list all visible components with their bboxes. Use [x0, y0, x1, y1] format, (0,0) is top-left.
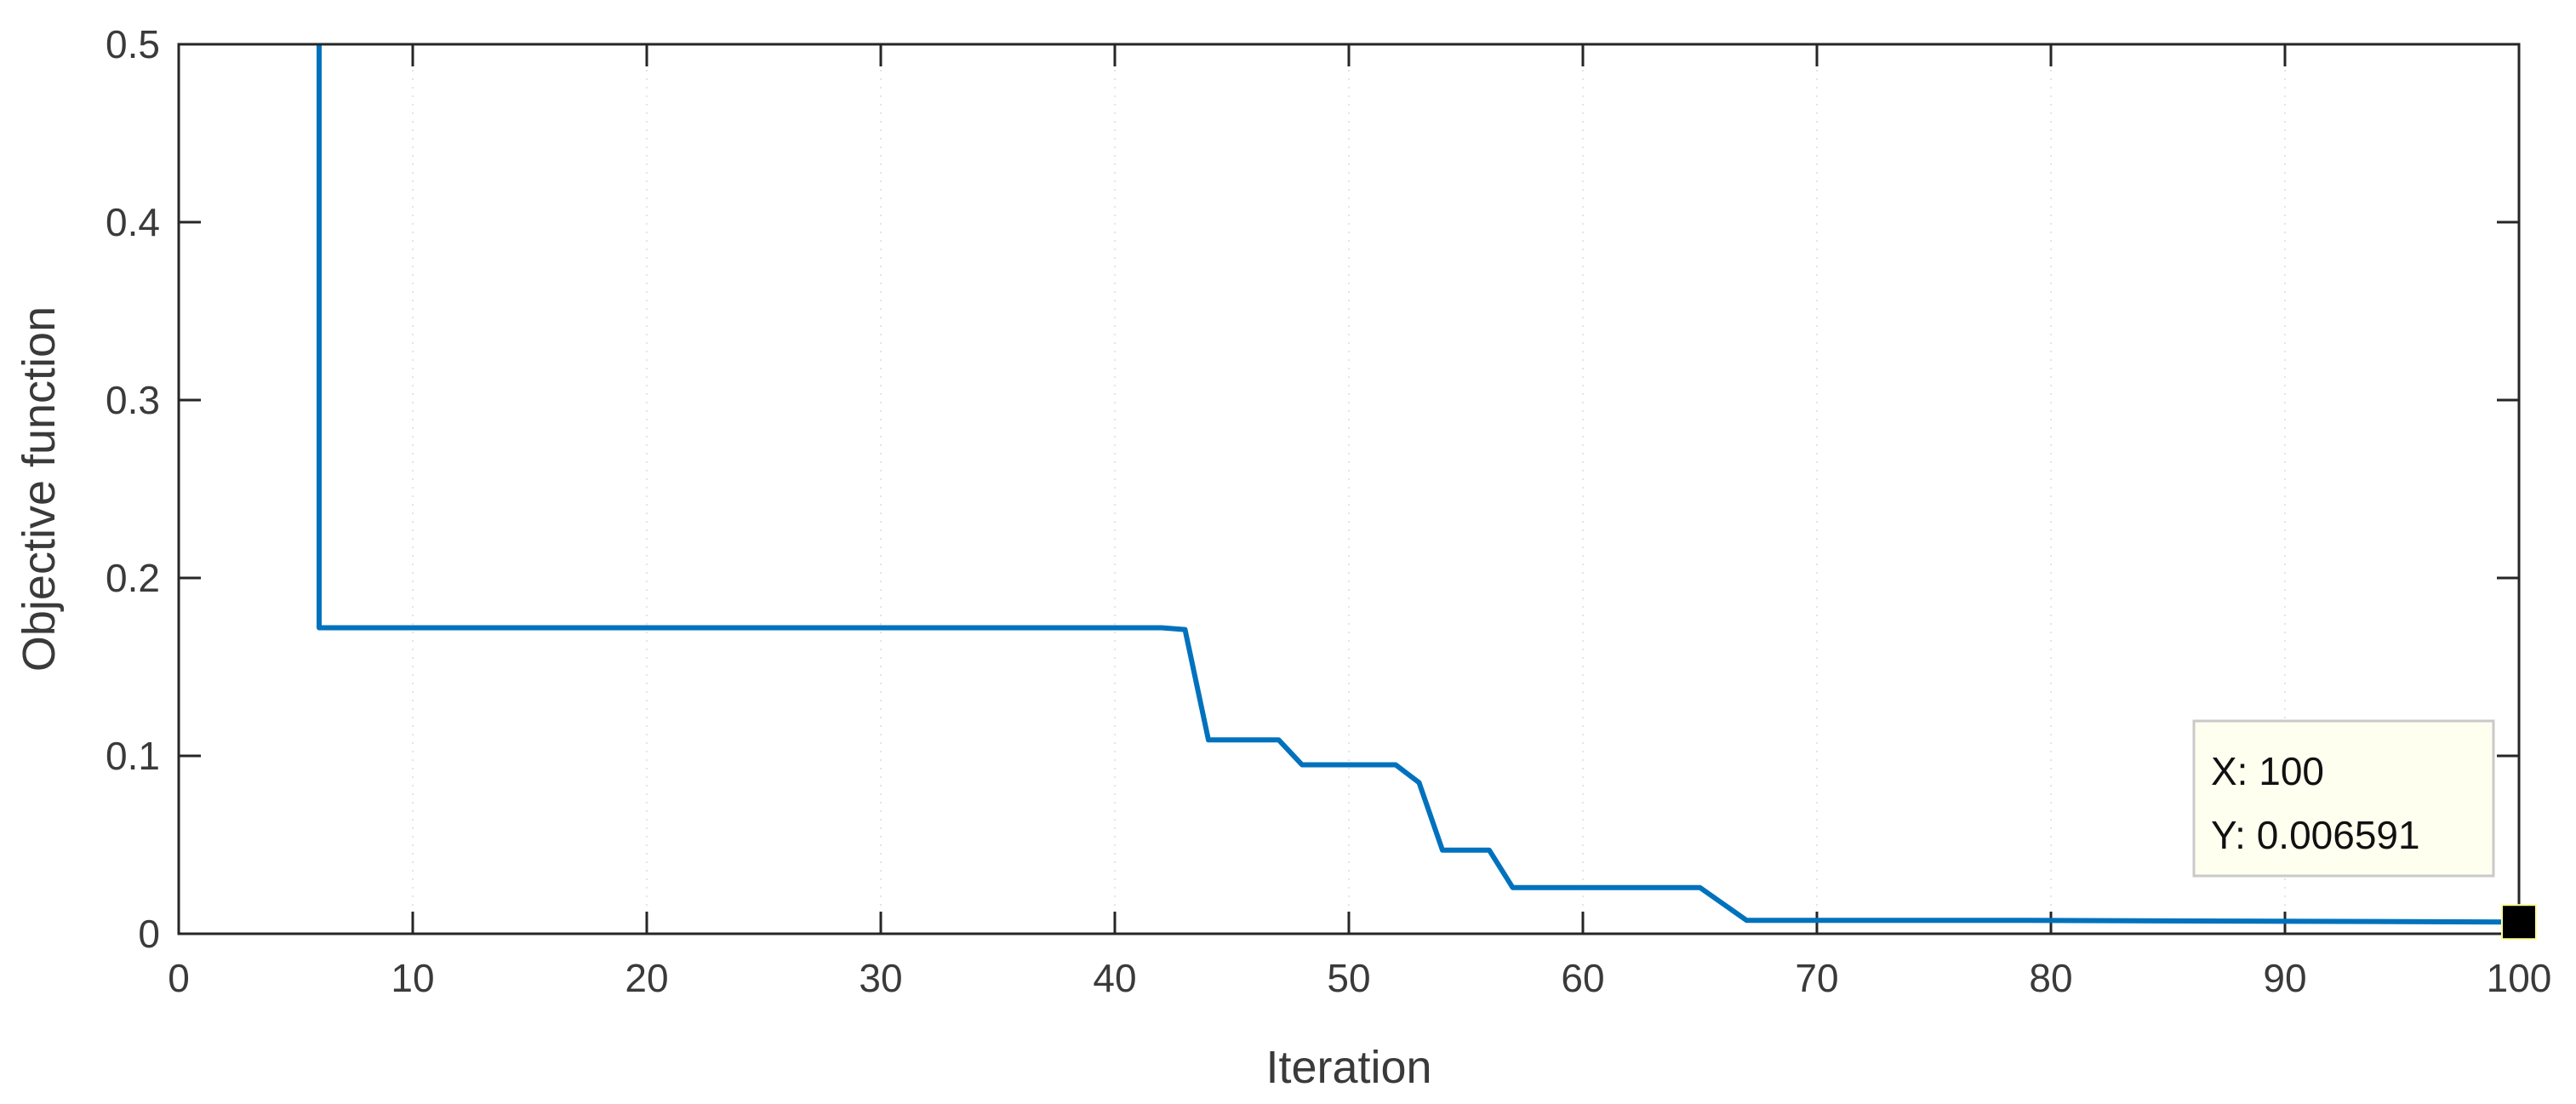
y-tick-label: 0.5: [106, 22, 160, 66]
y-tick-labels: 0 0.1 0.2 0.3 0.4 0.5: [106, 22, 160, 956]
x-tick-label: 10: [391, 956, 434, 1000]
y-axis-title: Objective function: [14, 306, 65, 672]
x-tick-label: 20: [625, 956, 668, 1000]
series-layer: [317, 44, 2520, 925]
x-tick-label: 70: [1795, 956, 1838, 1000]
x-tick-label: 40: [1093, 956, 1136, 1000]
x-tick-label: 100: [2487, 956, 2552, 1000]
x-tick-label: 30: [859, 956, 902, 1000]
y-tick-label: 0.2: [106, 556, 160, 600]
x-tick-label: 0: [168, 956, 190, 1000]
y-tick-label: 0.4: [106, 200, 160, 244]
series-line: [317, 44, 2520, 925]
data-tip-y-label: Y: 0.006591: [2211, 813, 2420, 857]
data-tip-x-label: X: 100: [2211, 749, 2324, 793]
y-tick-label: 0: [138, 912, 160, 956]
x-tick-label: 60: [1561, 956, 1604, 1000]
y-tick-label: 0.3: [106, 378, 160, 422]
data-tip-box: [2192, 719, 2495, 878]
x-tick-label: 50: [1327, 956, 1370, 1000]
data-tip[interactable]: X: 100 Y: 0.006591: [2192, 719, 2537, 941]
x-tick-labels: 0 10 20 30 40 50 60 70 80 90 100: [168, 956, 2551, 1000]
x-tick-label: 80: [2029, 956, 2072, 1000]
x-axis-title: Iteration: [1265, 1042, 1431, 1093]
data-tip-marker[interactable]: [2501, 904, 2537, 941]
x-tick-label: 90: [2263, 956, 2306, 1000]
plot-area-frame: [177, 43, 2521, 935]
y-tick-label: 0.1: [106, 734, 160, 778]
